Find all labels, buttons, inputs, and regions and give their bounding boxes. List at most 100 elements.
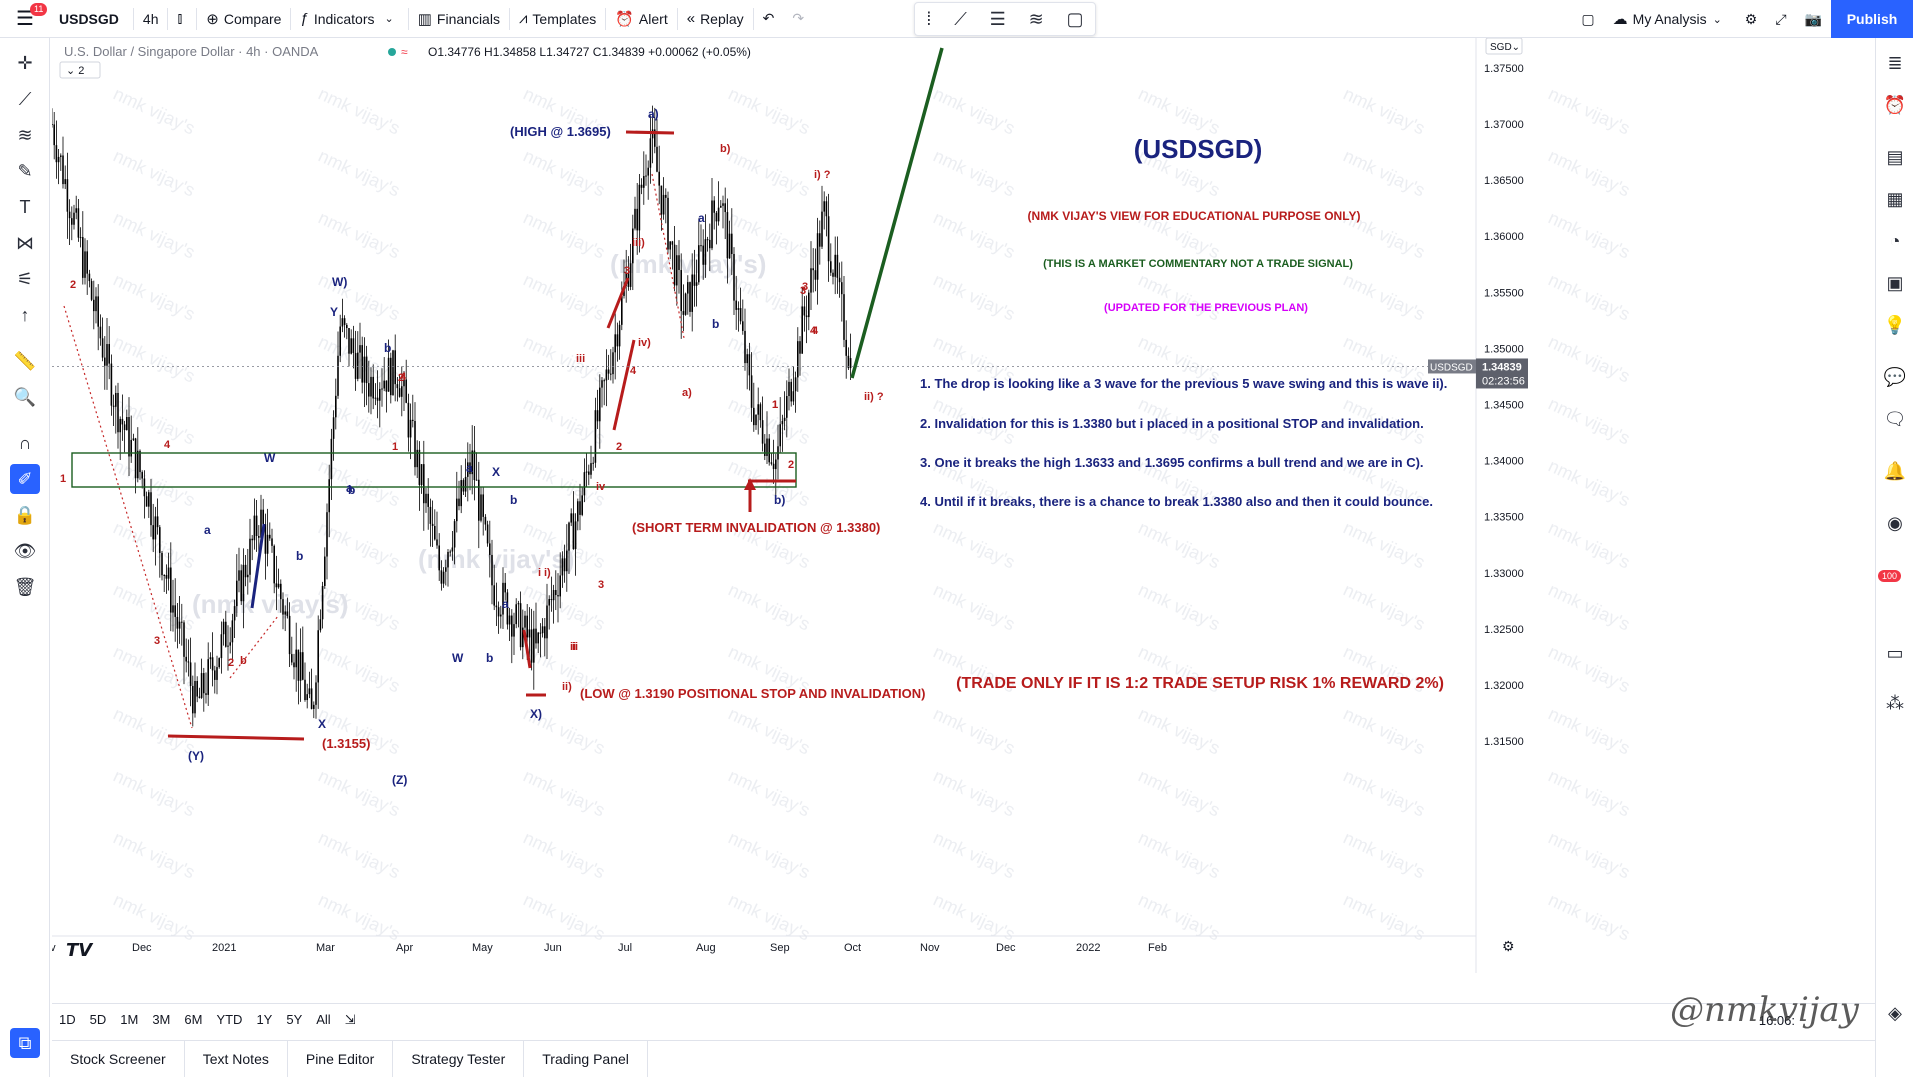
candle-body bbox=[557, 595, 559, 597]
axes-layer: 1.37500 1.37000 1.36500 1.36000 1.35500 1.350… bbox=[52, 38, 1528, 973]
settings-button[interactable]: ⚙ bbox=[1736, 0, 1767, 38]
symbol-search-button[interactable]: USDSGD bbox=[59, 10, 119, 27]
brush-tool[interactable]: ✎ bbox=[10, 156, 40, 186]
fullscreen-button[interactable]: ⤢ bbox=[1766, 0, 1795, 38]
goto-date-icon[interactable]: ⇲ bbox=[344, 1011, 356, 1027]
fib-retracement-icon[interactable]: ≋ bbox=[1028, 8, 1044, 29]
replay-button[interactable]: «Replay bbox=[678, 0, 753, 38]
data-window-button[interactable]: ▤ bbox=[1880, 142, 1910, 172]
fib-tool[interactable]: ≋ bbox=[10, 120, 40, 150]
range-1y[interactable]: 1Y bbox=[256, 1012, 273, 1027]
lock-drawings-tool[interactable]: 🔒 bbox=[10, 500, 40, 530]
parallel-channel-icon[interactable]: ☰ bbox=[989, 8, 1006, 29]
panel-tab-trading-panel[interactable]: Trading Panel bbox=[524, 1040, 648, 1077]
range-1m[interactable]: 1M bbox=[120, 1012, 139, 1027]
pattern-tool[interactable]: ⋈ bbox=[10, 228, 40, 258]
candle-body bbox=[286, 611, 289, 616]
main-menu-button[interactable]: ☰ 11 bbox=[0, 0, 50, 38]
panel-tab-stock-screener[interactable]: Stock Screener bbox=[52, 1040, 185, 1077]
alerts-button[interactable]: ⏰ bbox=[1880, 90, 1910, 120]
candle-body bbox=[645, 175, 647, 177]
candle-body bbox=[130, 439, 132, 457]
candle-body bbox=[170, 567, 172, 613]
publish-button[interactable]: Publish bbox=[1831, 0, 1913, 38]
magnet-icon: ∩ bbox=[18, 432, 32, 453]
order-panel-button[interactable]: ▭ bbox=[1880, 638, 1910, 668]
price-tick-label: 1.36500 bbox=[1484, 175, 1524, 187]
zoom-tool[interactable]: 🔍 bbox=[10, 382, 40, 412]
price-tick-label: 1.33000 bbox=[1484, 568, 1524, 580]
remove-drawings-tool[interactable]: 🗑 bbox=[10, 572, 40, 602]
dom-button[interactable]: ⁂ bbox=[1880, 688, 1910, 718]
interval-button[interactable]: 4h bbox=[142, 10, 159, 27]
drag-handle-icon[interactable]: ⁞ bbox=[926, 8, 932, 29]
text-tool[interactable]: T bbox=[10, 192, 40, 222]
alert-button[interactable]: ⏰ Alert bbox=[606, 0, 676, 38]
analysis-point: 2. Invalidation for this is 1.3380 but i… bbox=[920, 416, 1424, 431]
rectangle-icon[interactable]: ▢ bbox=[1066, 8, 1084, 29]
range-1d[interactable]: 1D bbox=[59, 1012, 76, 1027]
news-button[interactable]: ▣ bbox=[1880, 268, 1910, 298]
calendar-button[interactable]: ◔ bbox=[1880, 226, 1910, 256]
crosshair-tool[interactable]: ✛ bbox=[10, 48, 40, 78]
candle-body bbox=[414, 420, 416, 468]
range-ytd[interactable]: YTD bbox=[216, 1012, 243, 1027]
range-5y[interactable]: 5Y bbox=[286, 1012, 303, 1027]
streams-button[interactable]: 🗨 bbox=[1880, 404, 1910, 434]
object-tree-button[interactable]: ⧉ bbox=[10, 1028, 40, 1058]
candle-body bbox=[475, 479, 478, 481]
hide-drawings-tool[interactable]: 👁 bbox=[10, 536, 40, 566]
candle-body bbox=[524, 615, 526, 628]
candle-body bbox=[112, 405, 115, 407]
candle-body bbox=[497, 607, 500, 617]
prediction-tool[interactable]: ⚟ bbox=[10, 264, 40, 294]
candle-body bbox=[695, 282, 698, 286]
ideas-button[interactable]: 💡 bbox=[1880, 310, 1910, 340]
trend-line-tool[interactable]: ⟋ bbox=[10, 84, 40, 114]
panel-tab-strategy-tester[interactable]: Strategy Tester bbox=[393, 1040, 525, 1077]
candle-body bbox=[656, 146, 658, 172]
stay-in-drawing-mode-tool[interactable]: ✐ bbox=[10, 464, 40, 494]
redo-button[interactable]: ↷ bbox=[783, 0, 813, 38]
chats-button[interactable]: 💬 bbox=[1880, 362, 1910, 392]
panel-tab-pine-editor[interactable]: Pine Editor bbox=[288, 1040, 394, 1077]
candle-body bbox=[849, 358, 852, 369]
watermark-text: nmk vijay's bbox=[1340, 269, 1428, 324]
price-chart[interactable]: nmk vijay's nmk vijay's nmk vijay's nmk vij… bbox=[52, 38, 1800, 973]
chart-area[interactable]: nmk vijay's nmk vijay's nmk vijay's nmk vij… bbox=[52, 38, 1800, 973]
compare-button[interactable]: ⊕ Compare bbox=[197, 0, 290, 38]
undo-button[interactable]: ↶ bbox=[754, 0, 784, 38]
candle-body bbox=[231, 620, 234, 643]
watchlist-button[interactable]: ≣ bbox=[1880, 48, 1910, 78]
candle-body bbox=[713, 200, 715, 213]
layers-button[interactable]: ◈ bbox=[1880, 998, 1910, 1028]
projection-line bbox=[850, 47, 944, 379]
clock-display[interactable]: 16:06: bbox=[1758, 1013, 1795, 1028]
range-3m[interactable]: 3M bbox=[152, 1012, 171, 1027]
candle-body bbox=[337, 355, 339, 396]
my-analysis-button[interactable]: ☁ My Analysis ⌄ bbox=[1604, 0, 1736, 38]
price-tick-label: 1.37500 bbox=[1484, 63, 1524, 75]
notifications-button[interactable]: 🔔 bbox=[1880, 456, 1910, 486]
author-signature: @nmkvijay bbox=[1670, 990, 1859, 1030]
templates-button[interactable]: ⩘ Templates bbox=[510, 0, 605, 38]
layout-button[interactable]: ▢ bbox=[1572, 0, 1603, 38]
financials-button[interactable]: ▥ Financials bbox=[409, 0, 509, 38]
snapshot-button[interactable]: 📷 bbox=[1796, 0, 1831, 38]
hotlists-button[interactable]: ▦ bbox=[1880, 184, 1910, 214]
ruler-tool[interactable]: 📏 bbox=[10, 346, 40, 376]
wave-label-blue: (Z) bbox=[392, 773, 407, 787]
panel-tab-text-notes[interactable]: Text Notes bbox=[185, 1040, 288, 1077]
indicators-button[interactable]: ƒ Indicators ⌄ bbox=[291, 0, 407, 38]
candle-body bbox=[522, 627, 524, 648]
range-all[interactable]: All bbox=[316, 1012, 331, 1027]
range-6m[interactable]: 6M bbox=[184, 1012, 203, 1027]
time-tick-label: ov bbox=[52, 942, 56, 954]
trend-line-icon[interactable]: ⟋ bbox=[954, 8, 967, 29]
broadcast-button[interactable]: ◉ bbox=[1880, 508, 1910, 538]
magnet-tool[interactable]: ∩ bbox=[10, 428, 40, 458]
chart-type-button[interactable]: ⫾ bbox=[168, 0, 196, 38]
range-5d[interactable]: 5D bbox=[89, 1012, 107, 1027]
candle-body bbox=[500, 614, 502, 617]
arrow-tool[interactable]: ↑ bbox=[10, 300, 40, 330]
